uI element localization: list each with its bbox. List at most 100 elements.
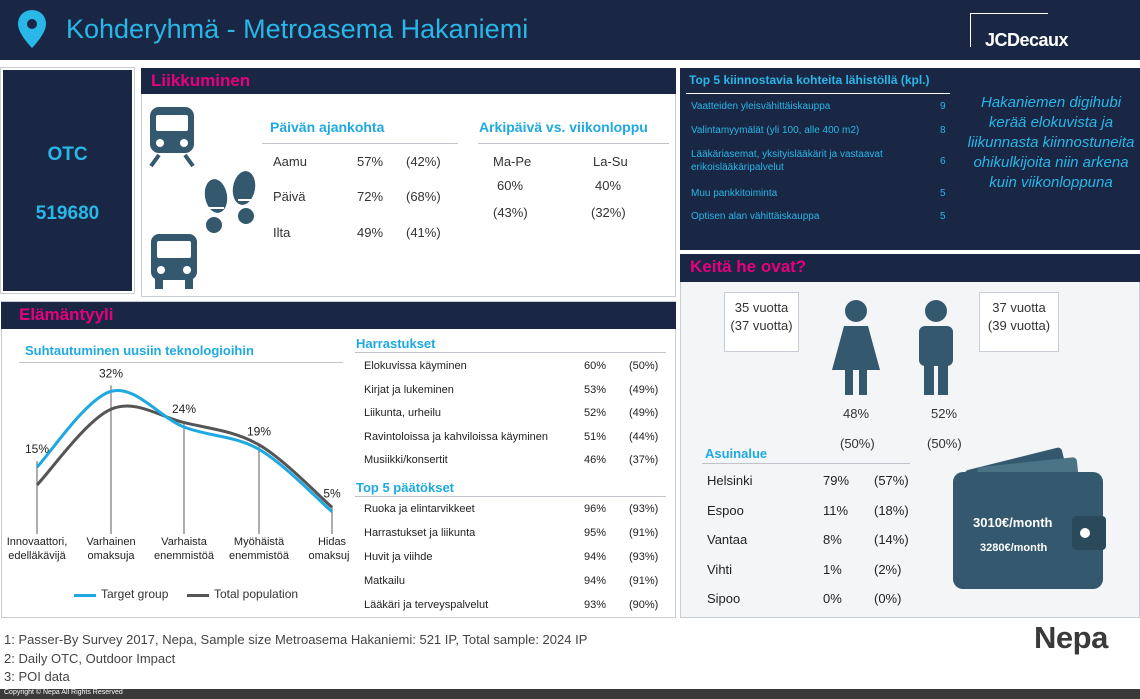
- poi-item-count: 5: [940, 211, 946, 222]
- decision-label: Matkailu: [364, 575, 405, 587]
- hobby-label: Ravintoloissa ja kahviloissa käyminen: [364, 430, 549, 443]
- otc-panel: OTC 519680: [0, 67, 135, 294]
- time-label: Aamu: [273, 154, 307, 169]
- technology-adoption-chart: 15% 32% 24% 19% 5% Innovaattori, edelläkävijä V…: [7, 366, 350, 562]
- series-line-total-population: [35, 404, 333, 509]
- female-age-ref: (37 vuotta): [730, 318, 793, 333]
- poi-quote: Hakaniemen digihubi kerää elokuvista ja …: [967, 94, 1135, 191]
- keita-band: Keitä he ovat?: [680, 254, 1140, 282]
- chart-title: Suhtautuminen uusiin teknologioihin: [25, 343, 254, 358]
- female-icon: [832, 300, 880, 395]
- female-pct: 48%: [843, 406, 870, 421]
- area-ref: (57%): [874, 473, 909, 488]
- decision-label: Huvit ja viihde: [364, 551, 433, 563]
- footsteps-icon: [204, 171, 256, 233]
- male-age: 37 vuotta: [992, 300, 1046, 315]
- legend-target-label: Target group: [101, 587, 169, 601]
- time-of-day-heading: Päivän ajankohta: [270, 119, 385, 135]
- poi-panel: [680, 68, 1140, 250]
- income-value: 3010€/month: [973, 515, 1053, 530]
- male-pct: 52%: [931, 406, 958, 421]
- footnote-1: 1: Passer-By Survey 2017, Nepa, Sample s…: [4, 632, 588, 647]
- weekday-ref: (43%): [493, 205, 528, 220]
- decision-ref: (93%): [629, 503, 659, 515]
- decision-pct: 94%: [584, 575, 607, 587]
- bus-icon: [151, 234, 197, 289]
- jcdecaux-logo: JCDecaux: [985, 30, 1069, 50]
- hobby-label: Musiikki/konsertit: [364, 454, 448, 466]
- category-label: Varhaista enemmistöä: [154, 536, 215, 562]
- decisions-heading: Top 5 päätökset: [356, 480, 455, 495]
- time-ref: (68%): [406, 189, 441, 204]
- decision-label: Harrastukset ja liikunta: [364, 527, 476, 539]
- male-age-ref: (39 vuotta): [987, 318, 1051, 333]
- divider: [355, 352, 666, 353]
- page-title: Kohderyhmä - Metroasema Hakaniemi: [66, 14, 529, 44]
- legend-total-label: Total population: [214, 587, 299, 601]
- hobby-ref: (49%): [629, 407, 659, 419]
- decision-ref: (93%): [629, 551, 659, 563]
- legend-target-swatch: [74, 594, 96, 597]
- lifestyle-panel: [1, 301, 676, 618]
- category-label: Hidasomaksuja: [308, 536, 350, 562]
- area-heading: Asuinalue: [705, 446, 768, 461]
- time-label: Ilta: [273, 225, 291, 240]
- weekend-label: La-Su: [593, 154, 628, 169]
- weekday-pct: 60%: [497, 178, 524, 193]
- weekend-pct: 40%: [595, 178, 622, 193]
- category-label: Innovaattori, edelläkävijä: [7, 536, 68, 562]
- nepa-logo: Nepa: [1034, 620, 1108, 655]
- decision-label: Ruoka ja elintarvikkeet: [364, 503, 475, 515]
- poi-item-count: 8: [940, 125, 946, 136]
- lifestyle-title: Elämäntyyli: [19, 305, 114, 324]
- area-pct: 79%: [823, 473, 850, 488]
- time-pct: 57%: [357, 154, 384, 169]
- hobby-ref: (50%): [629, 360, 659, 372]
- divider: [355, 496, 666, 497]
- weekend-ref: (32%): [591, 205, 626, 220]
- area-pct: 0%: [823, 591, 842, 606]
- area-label: Vantaa: [707, 532, 748, 547]
- poi-item-label: Muu pankkitoiminta: [691, 188, 778, 199]
- area-pct: 1%: [823, 561, 842, 577]
- decision-pct: 96%: [584, 503, 607, 515]
- hobby-ref: (44%): [629, 430, 659, 443]
- poi-item-label-line2: erikoislääkäripalvelut: [691, 162, 784, 173]
- hobby-pct: 46%: [584, 454, 607, 466]
- otc-label: OTC: [47, 144, 88, 165]
- time-pct: 72%: [357, 189, 384, 204]
- hobbies-heading: Harrastukset: [356, 336, 436, 351]
- series-line-target-group: [35, 388, 333, 513]
- hobby-label: Elokuvissa käyminen: [364, 360, 467, 372]
- time-label: Päivä: [273, 189, 306, 204]
- area-ref: (18%): [874, 502, 909, 518]
- decision-ref: (91%): [629, 527, 659, 539]
- poi-item-label: Vaatteiden yleisvähittäiskauppa: [691, 101, 831, 112]
- hobby-pct: 51%: [584, 430, 607, 443]
- female-ref: (50%): [840, 436, 875, 451]
- divider: [478, 143, 669, 144]
- poi-item-label: Optisen alan vähittäiskauppa: [691, 211, 820, 222]
- area-ref: (14%): [874, 532, 909, 547]
- liikkuminen-title: Liikkuminen: [151, 71, 251, 90]
- divider: [686, 93, 950, 94]
- footnote-2: 2: Daily OTC, Outdoor Impact: [4, 651, 176, 666]
- income-ref: 3280€/month: [980, 542, 1048, 554]
- weekday-weekend-heading: Arkipäivä vs. viikonloppu: [479, 119, 648, 135]
- decision-ref: (90%): [629, 599, 659, 611]
- data-label: 15%: [25, 442, 49, 456]
- hobby-pct: 53%: [584, 383, 607, 396]
- male-age-bubble: 37 vuotta (39 vuotta): [979, 292, 1059, 352]
- keita-title: Keitä he ovat?: [690, 257, 807, 276]
- logo-rule: [970, 13, 1048, 14]
- liikkuminen-panel: [141, 68, 676, 297]
- decision-pct: 94%: [584, 551, 607, 563]
- hobby-ref: (49%): [629, 383, 659, 396]
- poi-item-count: 5: [940, 188, 946, 199]
- area-label: Vihti: [707, 561, 733, 577]
- footnote-3: 3: POI data: [4, 669, 70, 684]
- divider: [702, 463, 910, 464]
- area-label: Espoo: [707, 502, 744, 518]
- time-pct: 49%: [357, 225, 384, 240]
- decision-label: Lääkäri ja terveyspalvelut: [364, 599, 489, 611]
